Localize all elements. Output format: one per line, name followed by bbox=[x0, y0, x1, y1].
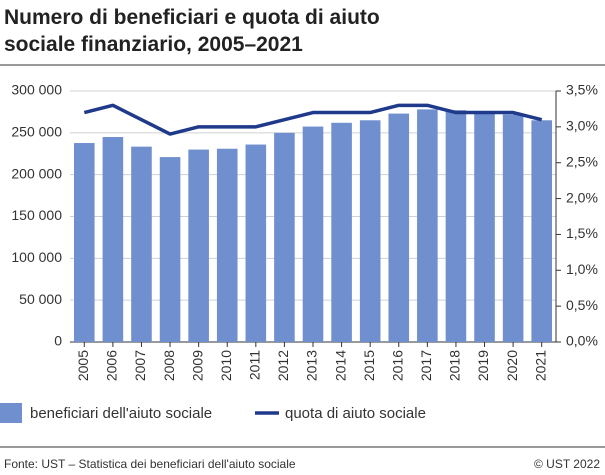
x-tick-label: 2006 bbox=[104, 350, 120, 381]
copyright: © UST 2022 bbox=[534, 457, 600, 471]
bar bbox=[102, 137, 124, 342]
legend-label: beneficiari dell'aiuto sociale bbox=[30, 405, 212, 422]
x-tick-label: 2008 bbox=[161, 350, 177, 381]
y-tick-label: 200 000 bbox=[11, 165, 62, 181]
bar bbox=[74, 143, 95, 342]
bar bbox=[131, 146, 152, 342]
x-tick-label: 2015 bbox=[361, 350, 377, 381]
x-tick-label: 2016 bbox=[389, 350, 405, 381]
legend-label: quota di aiuto sociale bbox=[285, 405, 426, 422]
bar bbox=[188, 149, 209, 342]
x-tick-label: 2007 bbox=[132, 350, 148, 381]
y2-tick-label: 1,0% bbox=[566, 261, 598, 277]
y2-tick-label: 0,5% bbox=[566, 297, 598, 313]
x-tick-label: 2018 bbox=[447, 350, 463, 381]
bar bbox=[531, 120, 552, 343]
x-tick-label: 2005 bbox=[75, 350, 91, 381]
x-tick-label: 2010 bbox=[218, 350, 234, 381]
source: Fonte: UST – Statistica dei beneficiari … bbox=[4, 457, 296, 471]
y2-tick-label: 2,5% bbox=[566, 153, 598, 169]
y2-tick-label: 2,0% bbox=[566, 189, 598, 205]
bar bbox=[502, 114, 524, 342]
y-tick-label: 100 000 bbox=[11, 249, 62, 265]
bar bbox=[245, 144, 267, 342]
y-tick-label: 50 000 bbox=[19, 291, 62, 307]
y2-tick-label: 0,0% bbox=[566, 333, 598, 349]
bar bbox=[417, 109, 438, 342]
x-tick-label: 2020 bbox=[504, 350, 520, 381]
bar bbox=[216, 148, 238, 342]
x-tick-label: 2011 bbox=[247, 350, 263, 380]
y-tick-label: 300 000 bbox=[11, 82, 62, 98]
x-tick-label: 2012 bbox=[275, 350, 291, 381]
y-tick-label: 250 000 bbox=[11, 124, 62, 140]
x-tick-label: 2017 bbox=[418, 350, 434, 381]
y2-tick-label: 1,5% bbox=[566, 225, 598, 241]
x-tick-label: 2021 bbox=[532, 350, 548, 381]
x-tick-label: 2014 bbox=[332, 350, 348, 381]
bar bbox=[388, 113, 410, 342]
line bbox=[83, 103, 543, 136]
bar bbox=[474, 113, 495, 342]
x-tick-label: 2019 bbox=[475, 350, 491, 381]
bar bbox=[445, 110, 467, 342]
bar bbox=[359, 120, 381, 343]
y-tick-label: 150 000 bbox=[11, 207, 62, 223]
bar bbox=[331, 122, 352, 342]
y-tick-label: 0 bbox=[54, 333, 62, 349]
bar bbox=[302, 126, 324, 342]
y2-tick-label: 3,0% bbox=[566, 118, 598, 134]
x-tick-label: 2009 bbox=[189, 350, 205, 381]
y2-tick-label: 3,5% bbox=[566, 82, 598, 98]
x-tick-label: 2013 bbox=[304, 350, 320, 381]
bar bbox=[159, 157, 181, 342]
chart-title: Numero di beneficiari e quota di aiuto s… bbox=[4, 6, 380, 56]
bar bbox=[274, 132, 295, 342]
legend-swatch bbox=[0, 403, 22, 423]
